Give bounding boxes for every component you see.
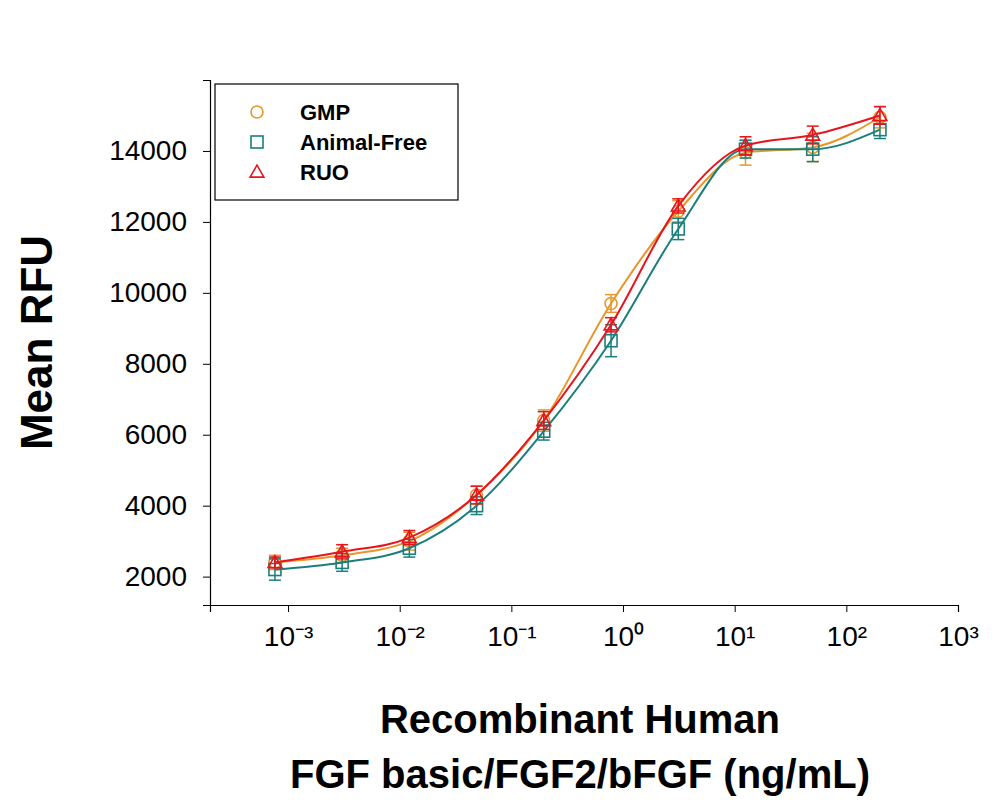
x-tick: 10⁻² [375,605,424,652]
y-tick-mark [203,506,210,507]
error-bar [874,107,886,125]
x-tick: 10⁻¹ [487,605,536,652]
y-tick: 10000 [109,277,210,308]
x-tick-label: 10¹ [715,621,755,652]
y-axis: 2000 4000 6000 8000 10000 12000 14000 [109,81,210,606]
legend: GMP Animal-Free RUO [215,84,458,200]
x-axis: 10⁻³ 10⁻² 10⁻¹ 10⁰ 10¹ 10² 10³ [211,605,979,652]
point [806,128,820,140]
point [605,297,617,309]
y-tick: 4000 [125,490,210,521]
x-tick-mark [735,605,736,612]
y-tick: 12000 [109,206,210,237]
x-tick: 10⁻³ [264,605,313,652]
point [873,109,887,121]
y-tick-label: 12000 [109,206,187,237]
error-bar [605,318,617,332]
x-tick-label: 10⁻³ [264,621,313,652]
point [402,531,416,543]
y-tick: 6000 [125,419,210,450]
error-bar [672,199,684,213]
error-bar [605,295,617,313]
legend-box [215,84,458,200]
y-tick-label: 14000 [109,135,187,166]
y-tick-mark [203,151,210,152]
point [605,335,617,347]
point [671,199,685,211]
point [268,556,282,568]
y-axis-line [203,81,211,606]
point [336,556,348,568]
y-tick-mark [203,364,210,365]
x-tick-mark [400,605,401,612]
y-tick: 14000 [109,135,210,166]
x-tick-label: 10⁰ [603,621,644,652]
y-tick: 8000 [125,348,210,379]
point [672,223,684,235]
y-tick-mark [203,293,210,294]
legend-marker [251,106,263,118]
error-bar [538,410,550,431]
y-tick-mark [203,435,210,436]
x-tick-mark [958,605,959,612]
x-tick-label: 10⁻¹ [487,621,536,652]
error-bar [740,137,752,155]
point [403,542,415,554]
error-bar [874,107,886,128]
x-tick: 10² [827,605,867,652]
y-tick: 2000 [125,561,210,592]
y-tick-label: 2000 [125,561,187,592]
x-axis-title: Recombinant Human [380,697,780,741]
point [807,143,819,155]
x-axis-line [211,606,959,613]
x-tick: 10⁰ [603,605,644,652]
legend-label: Animal-Free [300,130,427,155]
y-tick-label: 4000 [125,490,187,521]
point [269,556,281,568]
y-tick-label: 8000 [125,348,187,379]
x-tick-label: 10³ [938,621,978,652]
y-tick-label: 10000 [109,277,187,308]
legend-marker [250,165,264,177]
y-tick-mark [203,577,210,578]
error-bar [403,531,415,545]
legend-label: GMP [300,100,350,125]
x-tick-label: 10² [827,621,867,652]
point [537,414,551,426]
error-bar [807,126,819,144]
y-tick-label: 6000 [125,419,187,450]
x-tick-mark [623,605,624,612]
chart: 10⁻³ 10⁻² 10⁻¹ 10⁰ 10¹ 10² 10³ 2000 4000 6000 8000… [0,0,1001,811]
point [739,139,753,151]
error-bar [336,545,348,559]
legend-marker [251,136,263,148]
error-bar [471,486,483,504]
error-bar [269,555,281,569]
x-tick-mark [511,605,512,612]
error-bar [672,218,684,239]
y-tick-mark [203,222,210,223]
x-tick-mark [288,605,289,612]
x-axis-title: FGF basic/FGF2/bFGF (ng/mL) [290,752,870,796]
x-tick: 10¹ [715,605,755,652]
point [335,545,349,557]
point [470,488,484,500]
point [874,124,886,136]
x-tick-label: 10⁻² [375,621,424,652]
y-axis-title: Mean RFU [12,235,61,450]
x-tick: 10³ [938,605,978,652]
x-tick-mark [846,605,847,612]
point [604,318,618,330]
error-bar [538,412,550,430]
legend-label: RUO [300,160,349,185]
